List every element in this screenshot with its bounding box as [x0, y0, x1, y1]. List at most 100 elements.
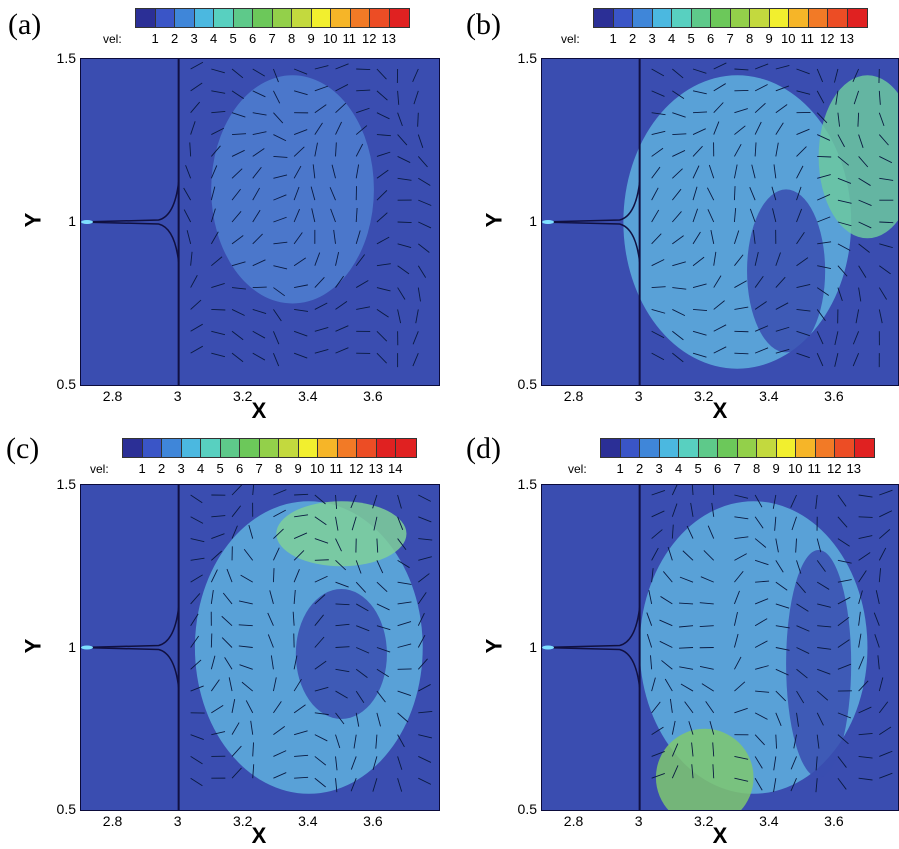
colorbar-cell	[214, 9, 234, 27]
panel-label: (b)	[466, 8, 501, 42]
x-tick-label: 3.6	[824, 813, 843, 829]
colorbar-tick-label: 6	[707, 31, 714, 46]
x-tick-label: 3.6	[824, 388, 843, 404]
colorbar-title: vel:	[561, 32, 580, 46]
colorbar-cell	[770, 9, 790, 27]
colorbar-tick-label: 11	[330, 461, 344, 476]
colorbar-tick-label: 9	[308, 31, 315, 46]
colorbar-cell	[750, 9, 770, 27]
colorbar-cell	[143, 439, 163, 457]
colorbar-tick-label: 9	[766, 31, 773, 46]
colorbar-tick-label: 5	[230, 31, 237, 46]
panel-label: (c)	[6, 432, 39, 466]
colorbar-cell	[377, 439, 397, 457]
colorbar-cell	[136, 9, 156, 27]
colorbar-cell	[292, 9, 312, 27]
colorbar-tick-label: 7	[269, 31, 276, 46]
colorbar-cell	[777, 439, 797, 457]
colorbar-cell	[182, 439, 202, 457]
colorbar-cell	[162, 439, 182, 457]
colorbar-tick-label: 3	[191, 31, 198, 46]
x-tick-label: 3.6	[363, 813, 382, 829]
colorbar-tick-label: 14	[388, 461, 402, 476]
colorbar-cell	[318, 439, 338, 457]
colorbar-cell	[351, 9, 371, 27]
colorbar-cell	[279, 439, 299, 457]
colorbar-tick-label: 6	[249, 31, 256, 46]
colorbar-cell	[789, 9, 809, 27]
contour-field	[81, 59, 439, 385]
colorbar-cell	[633, 9, 653, 27]
velocity-contour	[296, 589, 387, 719]
colorbar-cell	[601, 439, 621, 457]
panel-label: (a)	[8, 8, 41, 42]
colorbar-tick-label: 8	[753, 461, 760, 476]
x-axis-label: X	[252, 398, 267, 424]
colorbar-tick-label: 1	[152, 31, 159, 46]
x-tick-label: 3.2	[694, 813, 713, 829]
colorbar-tick-label: 12	[349, 461, 363, 476]
x-axis-label: X	[252, 823, 267, 849]
colorbar-title: vel:	[103, 32, 122, 46]
colorbar-tick-label: 5	[695, 461, 702, 476]
colorbar-tick-label: 9	[773, 461, 780, 476]
y-tick-label: 1.5	[46, 476, 76, 492]
plot-area	[80, 484, 440, 811]
colorbar-tick-label: 7	[734, 461, 741, 476]
y-tick-label: 0.5	[507, 376, 537, 392]
colorbar-tick-label: 7	[256, 461, 263, 476]
colorbar-cell	[692, 9, 712, 27]
colorbar-tick-label: 6	[714, 461, 721, 476]
colorbar-tick-label: 10	[788, 461, 802, 476]
colorbar-tick-label: 3	[649, 31, 656, 46]
colorbar-cell	[390, 9, 410, 27]
colorbar-cell	[855, 439, 875, 457]
y-axis-label: Y	[20, 638, 46, 653]
y-tick-label: 1.5	[46, 50, 76, 66]
colorbar-title: vel:	[90, 462, 109, 476]
plot-area	[80, 58, 440, 386]
inlet-jet	[542, 646, 554, 650]
colorbar-cell	[796, 439, 816, 457]
colorbar-tick-label: 10	[781, 31, 795, 46]
colorbar-cell	[718, 439, 738, 457]
contour-field	[542, 485, 898, 810]
colorbar-tick-label: 11	[801, 31, 815, 46]
contour-field	[542, 59, 898, 385]
colorbar-cell	[835, 439, 855, 457]
x-tick-label: 3.4	[298, 813, 317, 829]
colorbar-tick-label: 11	[808, 461, 822, 476]
colorbar-cell	[260, 439, 280, 457]
colorbar-tick-label: 1	[139, 461, 146, 476]
colorbar-tick-label: 13	[369, 461, 383, 476]
velocity-vector	[817, 156, 831, 157]
colorbar-cell	[357, 439, 377, 457]
colorbar-cell	[396, 439, 416, 457]
x-axis-label: X	[713, 823, 728, 849]
colorbar-tick-label: 13	[382, 31, 396, 46]
x-tick-label: 3	[635, 388, 643, 404]
y-tick-label: 1	[507, 639, 537, 655]
y-tick-label: 0.5	[507, 801, 537, 817]
colorbar-tick-label: 4	[210, 31, 217, 46]
x-axis-label: X	[713, 398, 728, 424]
colorbar-cell	[640, 439, 660, 457]
colorbar-cell	[175, 9, 195, 27]
x-tick-label: 2.8	[564, 388, 583, 404]
x-tick-label: 3	[635, 813, 643, 829]
colorbar-cell	[828, 9, 848, 27]
colorbar	[593, 8, 868, 28]
colorbar-tick-label: 2	[636, 461, 643, 476]
x-tick-label: 3.2	[694, 388, 713, 404]
colorbar-cell	[234, 9, 254, 27]
velocity-contour	[276, 501, 406, 566]
colorbar-tick-label: 12	[362, 31, 376, 46]
velocity-vector	[398, 222, 412, 223]
colorbar-tick-label: 8	[288, 31, 295, 46]
colorbar-tick-label: 2	[171, 31, 178, 46]
y-axis-label: Y	[20, 213, 46, 228]
x-tick-label: 3.2	[233, 813, 252, 829]
panel-label: (d)	[466, 432, 501, 466]
colorbar-cell	[123, 439, 143, 457]
colorbar-cell	[809, 9, 829, 27]
